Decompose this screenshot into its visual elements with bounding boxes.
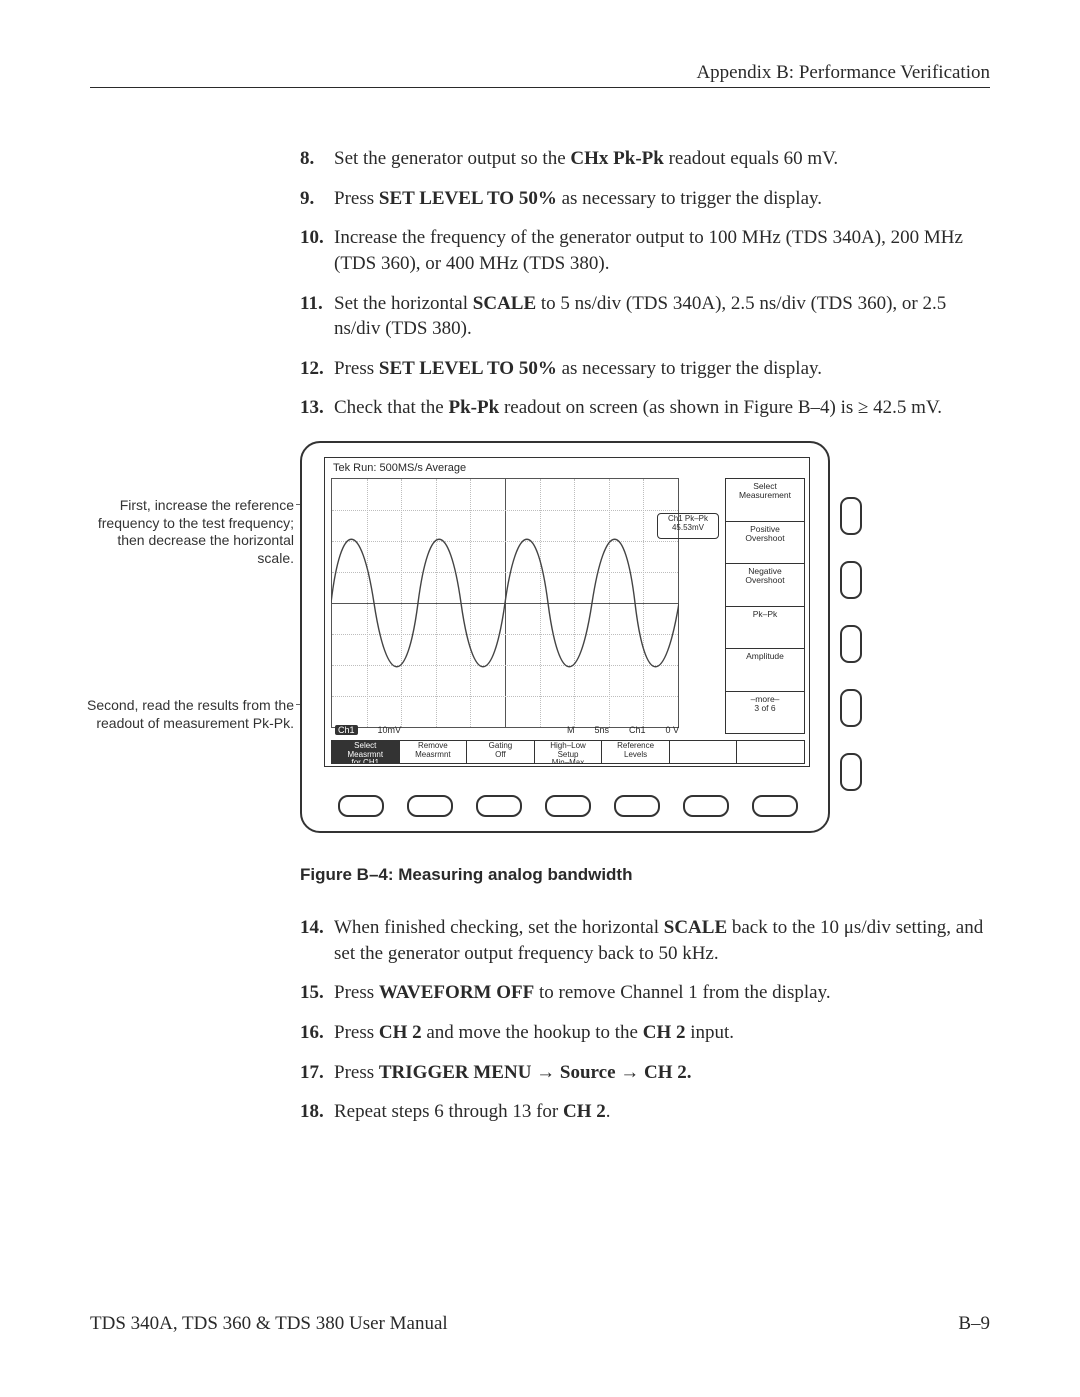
bottom-menu-item[interactable]: ReferenceLevels (601, 740, 669, 764)
bezel-button[interactable] (614, 795, 660, 817)
tdiv: 5ns (594, 725, 609, 735)
waveform (331, 478, 679, 728)
step-text: Check that the Pk-Pk readout on screen (… (334, 397, 942, 418)
acquisition-status: Tek Run: 500MS/s Average (333, 462, 466, 474)
side-menu-item[interactable]: SelectMeasurement (725, 478, 805, 521)
bezel-button[interactable] (338, 795, 384, 817)
footer-right: B–9 (958, 1313, 990, 1335)
tdiv-label: M (567, 725, 575, 735)
step-text: Press WAVEFORM OFF to remove Channel 1 f… (334, 982, 831, 1003)
callout-second: Second, read the results from the readou… (84, 697, 294, 732)
step-number: 15. (300, 980, 324, 1006)
bottom-menu-item[interactable]: High–LowSetupMin–Max (534, 740, 602, 764)
bezel-button[interactable] (840, 497, 862, 535)
step-item: 13. Check that the Pk-Pk readout on scree… (300, 395, 990, 421)
step-number: 11. (300, 291, 323, 317)
bezel-button[interactable] (840, 689, 862, 727)
callout-first: First, increase the reference frequency … (84, 497, 294, 567)
side-button-col (840, 497, 862, 791)
step-text: When finished checking, set the horizont… (334, 917, 983, 964)
page-footer: TDS 340A, TDS 360 & TDS 380 User Manual … (90, 1313, 990, 1335)
step-number: 16. (300, 1020, 324, 1046)
bottom-button-row (338, 795, 798, 817)
readout-line2: 45.53mV (658, 524, 718, 533)
step-text: Set the horizontal SCALE to 5 ns/div (TD… (334, 293, 946, 340)
page-header: Appendix B: Performance Verification (90, 62, 990, 88)
vdiv: 10mV (378, 725, 402, 735)
channel-chip: Ch1 (335, 725, 358, 735)
step-number: 18. (300, 1099, 324, 1125)
bottom-menu-item[interactable]: GatingOff (466, 740, 534, 764)
step-text: Increase the frequency of the generator … (334, 227, 963, 274)
step-text: Press SET LEVEL TO 50% as necessary to t… (334, 188, 822, 209)
step-item: 14. When finished checking, set the horiz… (300, 915, 990, 966)
footer-left: TDS 340A, TDS 360 & TDS 380 User Manual (90, 1313, 448, 1335)
step-item: 15. Press WAVEFORM OFF to remove Channel … (300, 980, 990, 1006)
step-number: 17. (300, 1060, 324, 1086)
step-item: 11. Set the horizontal SCALE to 5 ns/div … (300, 291, 990, 342)
side-menu: SelectMeasurementPositiveOvershootNegati… (725, 478, 805, 734)
step-text: Press TRIGGER MENU → Source → CH 2. (334, 1062, 692, 1083)
bottom-menu-item[interactable]: RemoveMeasrmnt (399, 740, 467, 764)
side-menu-item[interactable]: PositiveOvershoot (725, 521, 805, 564)
steps-list-bottom: 14. When finished checking, set the horiz… (300, 915, 990, 1125)
step-item: 16. Press CH 2 and move the hookup to the… (300, 1020, 990, 1046)
trig-src: Ch1 (629, 725, 646, 735)
steps-list-top: 8. Set the generator output so the CHx Pk… (300, 146, 990, 421)
bezel-button[interactable] (840, 753, 862, 791)
step-item: 18. Repeat steps 6 through 13 for CH 2. (300, 1099, 990, 1125)
side-menu-item[interactable]: Amplitude (725, 648, 805, 691)
bottom-menu-item[interactable]: SelectMeasrmntfor CH1 (331, 740, 399, 764)
oscilloscope-screen: Tek Run: 500MS/s Average Ch1 Pk–Pk 45.53… (324, 457, 810, 767)
step-number: 13. (300, 395, 324, 421)
step-text: Repeat steps 6 through 13 for CH 2. (334, 1101, 611, 1122)
bezel-button[interactable] (752, 795, 798, 817)
bezel-button[interactable] (840, 561, 862, 599)
step-item: 9. Press SET LEVEL TO 50% as necessary to… (300, 186, 990, 212)
bottom-menu-item[interactable] (736, 740, 805, 764)
side-menu-item[interactable]: Pk–Pk (725, 606, 805, 649)
trig-level: 0 V (665, 725, 679, 735)
bezel-button[interactable] (545, 795, 591, 817)
step-number: 12. (300, 356, 324, 382)
figure-b4: First, increase the reference frequency … (90, 441, 990, 841)
step-text: Press SET LEVEL TO 50% as necessary to t… (334, 358, 822, 379)
bottom-menu-item[interactable] (669, 740, 737, 764)
step-item: 12. Press SET LEVEL TO 50% as necessary t… (300, 356, 990, 382)
side-menu-item[interactable]: –more–3 of 6 (725, 691, 805, 735)
bezel-button[interactable] (476, 795, 522, 817)
status-bar: Ch1 10mV M 5ns Ch1 0 V (331, 722, 679, 738)
bottom-menu: SelectMeasrmntfor CH1RemoveMeasrmntGatin… (331, 740, 805, 764)
oscilloscope-bezel: Tek Run: 500MS/s Average Ch1 Pk–Pk 45.53… (300, 441, 830, 833)
step-number: 10. (300, 225, 324, 251)
step-item: 10. Increase the frequency of the generat… (300, 225, 990, 276)
step-text: Set the generator output so the CHx Pk-P… (334, 148, 838, 169)
bezel-button[interactable] (840, 625, 862, 663)
bezel-button[interactable] (407, 795, 453, 817)
step-number: 8. (300, 146, 314, 172)
step-text: Press CH 2 and move the hookup to the CH… (334, 1022, 734, 1043)
step-number: 9. (300, 186, 314, 212)
side-menu-item[interactable]: NegativeOvershoot (725, 563, 805, 606)
figure-caption: Figure B–4: Measuring analog bandwidth (300, 865, 990, 885)
pk-pk-readout: Ch1 Pk–Pk 45.53mV (657, 513, 719, 539)
step-item: 17. Press TRIGGER MENU → Source → CH 2. (300, 1060, 990, 1086)
step-item: 8. Set the generator output so the CHx Pk… (300, 146, 990, 172)
step-number: 14. (300, 915, 324, 941)
bezel-button[interactable] (683, 795, 729, 817)
